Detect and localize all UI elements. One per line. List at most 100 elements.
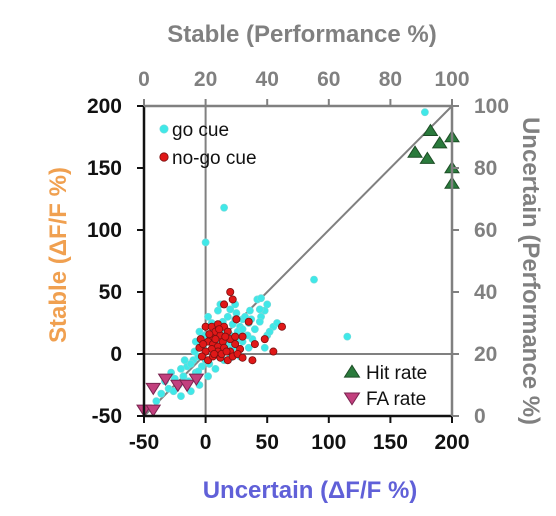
- legend-lower: Hit rate FA rate: [343, 363, 427, 410]
- no-go-cue-point: [260, 335, 269, 344]
- bottom-tick-label: 100: [311, 431, 346, 454]
- left-tick-label: 100: [87, 219, 122, 242]
- no-go-cue-point: [244, 317, 253, 326]
- right-tick-label: 60: [474, 219, 497, 242]
- go-cue-point: [250, 325, 259, 334]
- bottom-tick-label: 200: [434, 431, 469, 454]
- fa-rate-point: [145, 382, 162, 396]
- go-cue-point: [180, 356, 189, 365]
- top-tick-label: 0: [138, 68, 150, 91]
- no-go-cue-point: [226, 287, 235, 296]
- go-cue-point: [244, 343, 253, 352]
- go-cue-point: [201, 238, 210, 247]
- legend-hit-marker: [343, 364, 361, 378]
- go-cue-point: [263, 300, 272, 309]
- no-go-cue-point: [228, 295, 237, 304]
- no-go-cue-point: [211, 335, 220, 344]
- go-cue-point: [265, 327, 274, 336]
- no-go-cue-point: [220, 300, 229, 309]
- top-tick-label: 100: [434, 68, 469, 91]
- top-tick-label: 40: [256, 68, 279, 91]
- go-cue-point: [343, 332, 352, 341]
- bottom-axis-title: Uncertain (ΔF/F %): [203, 477, 418, 504]
- go-cue-point: [420, 108, 429, 117]
- go-cue-point: [204, 372, 212, 381]
- no-go-cue-point: [199, 340, 208, 349]
- legend-go-label: go cue: [172, 120, 229, 141]
- legend-fa-marker: [343, 392, 361, 406]
- no-go-cue-point: [238, 353, 247, 362]
- right-tick-label: 0: [474, 405, 486, 428]
- no-go-cue-point: [248, 356, 257, 365]
- no-go-cue-point: [210, 349, 219, 358]
- go-cue-point: [246, 306, 254, 315]
- go-cue-point: [177, 364, 185, 373]
- bottom-tick-label: 150: [373, 431, 408, 454]
- go-cue-point: [186, 360, 195, 368]
- go-cue-point: [220, 203, 228, 212]
- go-cue-point: [226, 305, 235, 314]
- legend-fa-label: FA rate: [366, 389, 426, 410]
- top-axis-title: Stable (Performance %): [167, 21, 436, 48]
- no-go-cue-point: [222, 347, 231, 356]
- no-go-cue-point: [221, 332, 230, 341]
- go-cue-point: [255, 317, 264, 326]
- go-cue-point: [238, 325, 247, 334]
- no-go-cue-point: [215, 325, 224, 334]
- go-cue-point: [260, 343, 269, 352]
- hit-rate-point: [407, 145, 423, 158]
- go-cue-point: [169, 387, 178, 396]
- fa-rate-point: [188, 373, 205, 387]
- no-go-cue-point: [277, 322, 286, 331]
- go-cue-point: [177, 392, 185, 401]
- fa-rate-point: [157, 373, 174, 387]
- right-axis-title: Uncertain (Performance %): [517, 117, 544, 425]
- left-tick-label: -50: [92, 405, 122, 428]
- fa-rate-point: [145, 404, 162, 418]
- legend-no-go-label: no-go cue: [172, 148, 257, 169]
- series-fa-rate: [136, 373, 205, 418]
- go-cue-point: [255, 305, 264, 314]
- top-tick-label: 20: [194, 68, 217, 91]
- go-cue-point: [257, 294, 265, 303]
- legend-no-go-marker: [159, 152, 169, 162]
- unity-diagonal-line: [143, 105, 453, 417]
- no-go-cue-point: [269, 347, 278, 356]
- go-cue-point: [157, 389, 166, 398]
- left-tick-label: 50: [99, 281, 122, 304]
- bottom-tick-label: 50: [256, 431, 279, 454]
- go-cue-point: [211, 364, 220, 373]
- bottom-tick-label: 0: [200, 431, 212, 454]
- bottom-tick-label: -50: [129, 431, 159, 454]
- hit-rate-point: [431, 135, 448, 149]
- go-cue-point: [310, 275, 318, 284]
- right-tick-label: 100: [474, 95, 509, 118]
- go-cue-point: [223, 312, 232, 321]
- no-go-cue-point: [238, 332, 247, 341]
- fa-rate-point: [179, 379, 196, 393]
- legend-upper: go cue no-go cue: [159, 120, 257, 169]
- hit-rate-point: [419, 151, 436, 164]
- no-go-cue-point: [205, 330, 214, 339]
- no-go-cue-point: [197, 352, 206, 361]
- top-tick-label: 80: [379, 68, 402, 91]
- no-go-cue-point: [232, 315, 241, 324]
- top-tick-label: 60: [317, 68, 340, 91]
- left-axis-title: Stable (ΔF/F %): [45, 167, 72, 343]
- hit-rate-point: [422, 123, 439, 137]
- right-tick-label: 40: [474, 281, 497, 304]
- legend-hit-label: Hit rate: [366, 363, 427, 384]
- left-tick-label: 150: [87, 157, 122, 180]
- no-go-cue-point: [250, 340, 259, 349]
- right-tick-label: 20: [474, 343, 497, 366]
- left-tick-label: 200: [87, 95, 122, 118]
- legend-go-marker: [159, 124, 169, 134]
- go-cue-point: [152, 397, 161, 406]
- no-go-cue-point: [231, 332, 240, 341]
- go-cue-point: [204, 312, 212, 321]
- series-no-go-cue: [195, 287, 286, 365]
- right-tick-label: 80: [474, 157, 497, 180]
- left-tick-label: 0: [110, 343, 122, 366]
